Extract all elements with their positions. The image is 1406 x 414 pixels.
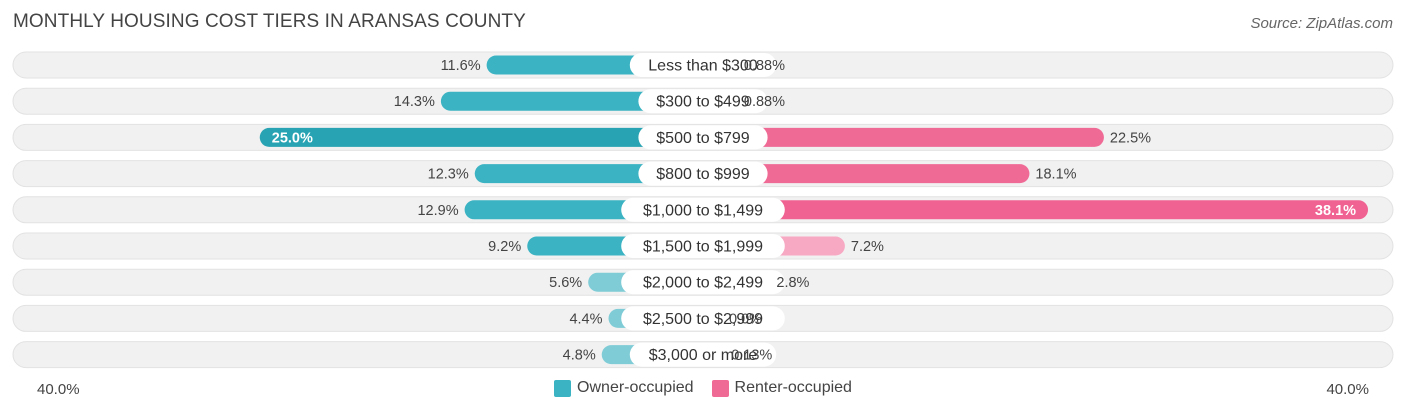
category-pill bbox=[621, 234, 785, 258]
source-note: Source: ZipAtlas.com bbox=[1250, 15, 1393, 32]
category-label: $2,000 to $2,499 bbox=[643, 275, 763, 292]
renter-value-label: 0.88% bbox=[744, 58, 785, 74]
category-pill bbox=[621, 306, 785, 331]
category-label: Less than $300 bbox=[648, 58, 758, 75]
renter-value-label: 18.1% bbox=[1035, 167, 1076, 183]
renter-value-label: 22.5% bbox=[1110, 130, 1151, 146]
axis-left-label: 40.0% bbox=[37, 381, 80, 398]
renter-value-label: 0.88% bbox=[744, 94, 785, 110]
category-pill bbox=[638, 161, 768, 186]
renter-value-label: 0.0% bbox=[729, 311, 762, 327]
chart-title: MONTHLY HOUSING COST TIERS IN ARANSAS CO… bbox=[13, 11, 526, 32]
category-pill bbox=[621, 270, 785, 295]
owner-value-label: 25.0% bbox=[272, 130, 313, 146]
category-label: $1,000 to $1,499 bbox=[643, 202, 763, 219]
owner-value-label: 12.9% bbox=[417, 203, 458, 219]
owner-value-label: 5.6% bbox=[549, 275, 582, 291]
renter-bar bbox=[703, 200, 1369, 220]
owner-value-label: 4.4% bbox=[569, 311, 602, 327]
category-pill bbox=[629, 53, 777, 77]
owner-value-label: 14.3% bbox=[394, 94, 435, 110]
category-label: $300 to $499 bbox=[656, 94, 750, 111]
category-label: $500 to $799 bbox=[656, 130, 750, 147]
renter-value-label: 2.8% bbox=[776, 275, 809, 291]
renter-value-label: 38.1% bbox=[1315, 203, 1356, 219]
axis-right-label: 40.0% bbox=[1326, 381, 1369, 398]
category-pill bbox=[638, 89, 768, 114]
category-pill bbox=[629, 342, 777, 367]
owner-value-label: 12.3% bbox=[428, 167, 469, 183]
renter-bar bbox=[703, 164, 1030, 184]
category-label: $2,500 to $2,999 bbox=[643, 311, 763, 328]
category-pill bbox=[621, 197, 785, 222]
category-label: $800 to $999 bbox=[656, 166, 750, 183]
legend-item-renter[interactable]: Renter-occupied bbox=[711, 379, 852, 397]
owner-bar bbox=[440, 91, 703, 111]
legend-item-owner[interactable]: Owner-occupied bbox=[554, 379, 694, 397]
legend: Owner-occupied Renter-occupied bbox=[0, 379, 1406, 397]
owner-value-label: 9.2% bbox=[488, 239, 521, 255]
renter-bar bbox=[703, 127, 1104, 147]
category-label: $1,500 to $1,999 bbox=[643, 239, 763, 256]
legend-owner-label: Owner-occupied bbox=[577, 379, 694, 396]
category-pill bbox=[638, 125, 768, 150]
renter-value-label: 0.13% bbox=[731, 348, 772, 364]
legend-renter-label: Renter-occupied bbox=[734, 379, 852, 396]
owner-value-label: 4.8% bbox=[563, 348, 596, 364]
category-label: $3,000 or more bbox=[649, 347, 758, 364]
renter-swatch bbox=[711, 379, 729, 397]
owner-value-label: 11.6% bbox=[441, 58, 481, 74]
owner-bar bbox=[259, 127, 703, 147]
renter-value-label: 7.2% bbox=[851, 239, 884, 255]
owner-swatch bbox=[554, 379, 572, 397]
